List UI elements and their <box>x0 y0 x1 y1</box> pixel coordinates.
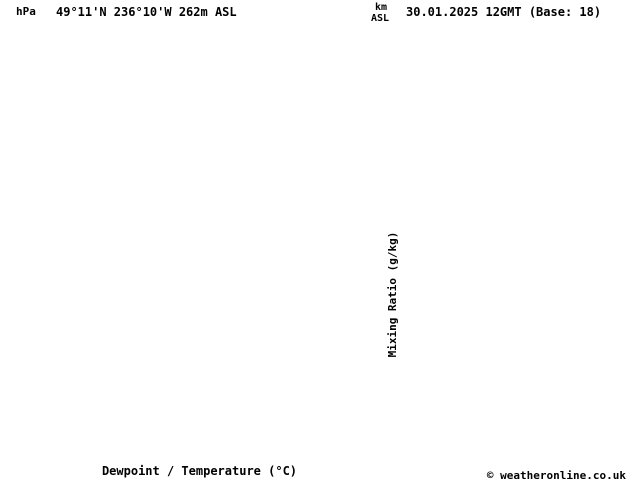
pressure-axis-unit: hPa <box>16 5 36 18</box>
copyright-credit: © weatheronline.co.uk <box>486 469 626 482</box>
mixing-ratio-axis-label: Mixing Ratio (g/kg) <box>386 231 399 358</box>
x-axis-label: Dewpoint / Temperature (°C) <box>101 464 298 478</box>
datetime-title: 30.01.2025 12GMT (Base: 18) <box>406 5 602 19</box>
station-title: 49°11'N 236°10'W 262m ASL <box>56 5 237 19</box>
altitude-axis-unit-asl: ASL <box>371 13 390 24</box>
altitude-axis-unit-km: km <box>375 2 388 13</box>
